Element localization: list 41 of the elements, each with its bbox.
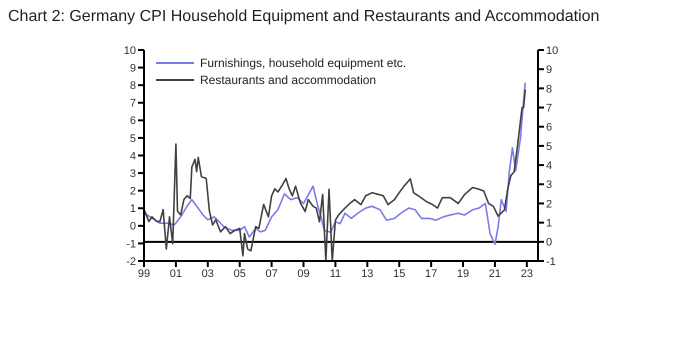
y2-tick-label: 9 bbox=[546, 64, 552, 76]
legend-label: Restaurants and accommodation bbox=[200, 72, 376, 86]
y-tick-label: -1 bbox=[126, 238, 136, 250]
x-tick-label: 17 bbox=[425, 268, 438, 280]
y2-tick-label: 10 bbox=[546, 44, 558, 57]
y-tick-label: 0 bbox=[130, 220, 136, 233]
y2-tick-label: 4 bbox=[546, 160, 552, 172]
y2-tick-label: 7 bbox=[546, 102, 552, 114]
x-tick-label: 13 bbox=[361, 268, 374, 280]
x-tick-label: 99 bbox=[138, 268, 150, 280]
x-tick-label: 15 bbox=[393, 268, 406, 280]
y-tick-label: 4 bbox=[130, 150, 136, 162]
x-tick-label: 07 bbox=[265, 268, 278, 280]
y-tick-label: 7 bbox=[130, 98, 136, 110]
y-tick-label: -2 bbox=[126, 256, 136, 268]
y-tick-label: 2 bbox=[130, 186, 136, 198]
x-tick-label: 05 bbox=[234, 268, 246, 280]
y-tick-label: 10 bbox=[124, 44, 136, 57]
y2-tick-label: 5 bbox=[546, 140, 552, 153]
x-tick-label: 21 bbox=[488, 268, 502, 280]
x-tick-label: 23 bbox=[520, 268, 533, 280]
y-tick-label: 9 bbox=[130, 62, 136, 74]
y2-tick-label: 6 bbox=[546, 122, 552, 134]
x-tick-label: 09 bbox=[297, 268, 310, 280]
y-tick-label: 6 bbox=[130, 115, 136, 128]
y-tick-label: 3 bbox=[130, 168, 136, 180]
y2-tick-label: 0 bbox=[546, 236, 552, 249]
y-tick-label: 8 bbox=[130, 80, 136, 92]
y-tick-label: 1 bbox=[130, 203, 136, 216]
x-tick-label: 01 bbox=[170, 268, 182, 280]
x-tick-label: 11 bbox=[330, 268, 342, 280]
chart-title: Chart 2: Germany CPI Household Equipment and Restaurants and Accommodation bbox=[8, 8, 600, 26]
y2-tick-label: 8 bbox=[546, 83, 552, 96]
x-tick-label: 03 bbox=[202, 268, 214, 280]
y2-tick-label: 2 bbox=[546, 198, 552, 210]
legend-label: Furnishings, household equipment etc. bbox=[200, 56, 406, 70]
y-tick-label: 5 bbox=[130, 132, 136, 145]
y2-tick-label: -1 bbox=[546, 256, 556, 268]
x-tick-label: 19 bbox=[456, 268, 470, 280]
y2-tick-label: 3 bbox=[546, 179, 552, 192]
y2-tick-label: 1 bbox=[546, 218, 552, 230]
